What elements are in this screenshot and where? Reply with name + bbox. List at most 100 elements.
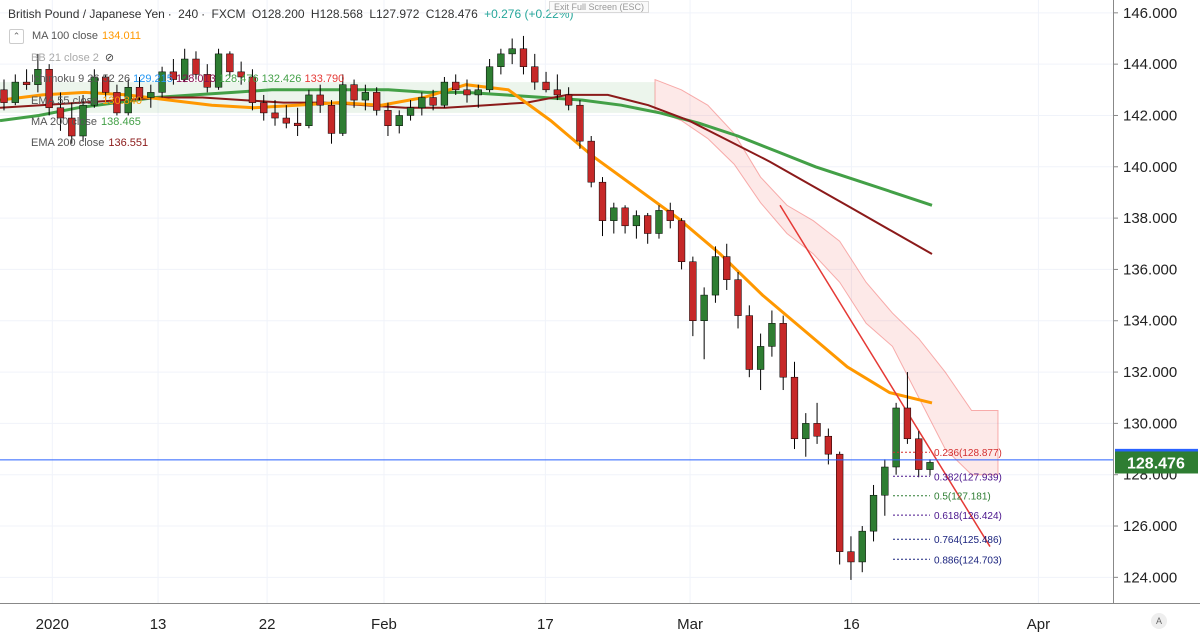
candle-body xyxy=(700,294,708,321)
candle-body xyxy=(598,181,607,221)
candle-body xyxy=(926,462,934,470)
candle-body xyxy=(260,102,268,114)
candle-body xyxy=(463,89,471,96)
candle-body xyxy=(813,423,821,437)
candle-body xyxy=(11,81,19,103)
candle-body xyxy=(124,86,132,114)
fib-level-label: 0.618(126.424) xyxy=(934,511,1002,522)
exit-fullscreen-button[interactable]: Exit Full Screen (ESC) xyxy=(549,1,650,13)
y-tick-label: 146.000 xyxy=(1123,5,1177,22)
price-axis-panel xyxy=(1113,0,1200,642)
auto-scale-button[interactable]: A xyxy=(1151,613,1167,629)
y-tick-label: 136.000 xyxy=(1123,261,1177,278)
candle-body xyxy=(847,551,855,563)
candle-body xyxy=(452,81,460,91)
legend-ema200[interactable]: EMA 200 close 136.551 xyxy=(31,137,149,149)
ichimoku-cloud xyxy=(654,78,999,476)
symbol-name: British Pound / Japanese Yen xyxy=(8,7,165,21)
ohlc-open: O128.200 xyxy=(251,7,305,21)
candle-body xyxy=(395,115,403,126)
candle-body xyxy=(373,92,381,111)
candle-body xyxy=(45,69,53,109)
candle-body xyxy=(56,107,65,119)
price-label-text: 128.476 xyxy=(1127,455,1185,472)
candle-body xyxy=(474,89,482,96)
candle-body xyxy=(147,92,155,98)
candle-body xyxy=(22,81,31,85)
fib-level-label: 0.886(124.703) xyxy=(934,555,1002,566)
y-tick-label: 142.000 xyxy=(1123,107,1177,124)
y-tick-label: 132.000 xyxy=(1123,364,1177,381)
price-label-box xyxy=(1115,451,1198,474)
candle-body xyxy=(248,76,257,103)
candle-body xyxy=(350,84,358,101)
candle-body xyxy=(858,530,866,563)
legend-ichimoku[interactable]: Ichimoku 9 26 52 26 129.215 128.013 128.… xyxy=(31,73,345,85)
fib-level-label: 0.382(127.939) xyxy=(934,472,1002,483)
candle-body xyxy=(316,94,324,106)
y-tick-label: 140.000 xyxy=(1123,159,1177,176)
candle-body xyxy=(293,122,302,126)
candle-body xyxy=(226,53,234,73)
candle-body xyxy=(610,207,618,221)
source-label: FXCM xyxy=(211,7,246,21)
legend-ema55[interactable]: EMA 55 close 130.840 xyxy=(31,95,143,107)
eye-hidden-icon[interactable]: ⊘ xyxy=(104,52,115,64)
candle-body xyxy=(892,407,900,468)
candle-body xyxy=(169,71,178,80)
y-tick-label: 134.000 xyxy=(1123,313,1177,330)
x-tick-label: Apr xyxy=(1027,616,1050,633)
fib-level-label: 0.236(128.877) xyxy=(934,448,1002,459)
candle-body xyxy=(915,438,923,470)
legend-ma200[interactable]: MA 200 close 138.465 xyxy=(31,116,141,128)
candle-body xyxy=(869,494,878,532)
candle-body xyxy=(531,66,539,83)
candle-body xyxy=(34,69,42,85)
y-tick-label: 144.000 xyxy=(1123,56,1177,73)
candle-body xyxy=(135,86,144,98)
candle-body xyxy=(113,92,121,114)
candle-body xyxy=(790,376,799,440)
candle-body xyxy=(553,89,561,96)
candle-body xyxy=(836,453,844,552)
candle-body xyxy=(181,58,189,80)
candle-body xyxy=(824,435,833,455)
y-tick-label: 130.000 xyxy=(1123,415,1177,432)
x-tick-label: Feb xyxy=(371,616,397,633)
x-tick-label: 22 xyxy=(259,616,276,633)
candle-body xyxy=(237,71,245,78)
candle-body xyxy=(361,92,370,101)
ema55-line xyxy=(0,83,933,405)
candle-body xyxy=(90,76,98,106)
y-tick-label: 138.000 xyxy=(1123,210,1177,227)
candle-body xyxy=(756,346,765,370)
candle-body xyxy=(327,104,336,134)
candle-body xyxy=(339,84,347,134)
candle-body xyxy=(689,261,697,321)
ohlc-low: L127.972 xyxy=(369,7,420,21)
candle-body xyxy=(644,215,652,234)
candle-body xyxy=(271,112,279,119)
legend-bb[interactable]: BB 21 close 2 ⊘ xyxy=(31,52,115,64)
candle-body xyxy=(677,220,686,262)
candle-body xyxy=(68,117,76,137)
fib-level-label: 0.5(127.181) xyxy=(934,492,991,503)
candle-body xyxy=(655,210,663,234)
x-tick-label: Mar xyxy=(677,616,703,633)
candle-body xyxy=(384,110,392,126)
candle-body xyxy=(101,76,110,93)
candle-body xyxy=(745,315,753,370)
candle-body xyxy=(79,104,87,137)
candle-body xyxy=(711,256,720,296)
candle-body xyxy=(564,94,573,106)
legend-ma100[interactable]: ⌃ MA 100 close 134.011 xyxy=(9,29,141,44)
candle-body xyxy=(485,66,494,91)
ohlc-high: H128.568 xyxy=(310,7,363,21)
candle-body xyxy=(192,58,200,75)
candle-body xyxy=(440,81,449,106)
candle-body xyxy=(576,104,584,142)
chevron-up-icon[interactable]: ⌃ xyxy=(9,29,24,44)
x-tick-label: 13 xyxy=(150,616,167,633)
